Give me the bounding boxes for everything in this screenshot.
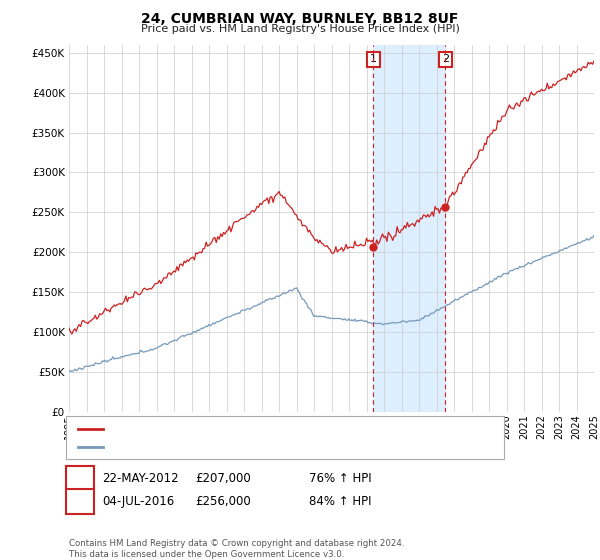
Text: 1: 1	[76, 472, 83, 486]
Text: 04-JUL-2016: 04-JUL-2016	[102, 494, 174, 508]
Text: 1: 1	[370, 54, 377, 64]
Text: 2: 2	[76, 494, 83, 508]
Text: 2: 2	[442, 54, 449, 64]
Text: 24, CUMBRIAN WAY, BURNLEY, BB12 8UF (detached house): 24, CUMBRIAN WAY, BURNLEY, BB12 8UF (det…	[109, 424, 418, 434]
Text: Price paid vs. HM Land Registry's House Price Index (HPI): Price paid vs. HM Land Registry's House …	[140, 24, 460, 34]
Text: 76% ↑ HPI: 76% ↑ HPI	[309, 472, 371, 486]
Text: 84% ↑ HPI: 84% ↑ HPI	[309, 494, 371, 508]
Text: £207,000: £207,000	[195, 472, 251, 486]
Text: 22-MAY-2012: 22-MAY-2012	[102, 472, 179, 486]
Text: 24, CUMBRIAN WAY, BURNLEY, BB12 8UF: 24, CUMBRIAN WAY, BURNLEY, BB12 8UF	[142, 12, 458, 26]
Text: £256,000: £256,000	[195, 494, 251, 508]
Text: Contains HM Land Registry data © Crown copyright and database right 2024.
This d: Contains HM Land Registry data © Crown c…	[69, 539, 404, 559]
Bar	[373, 45, 445, 412]
Text: HPI: Average price, detached house, Burnley: HPI: Average price, detached house, Burn…	[109, 442, 342, 452]
